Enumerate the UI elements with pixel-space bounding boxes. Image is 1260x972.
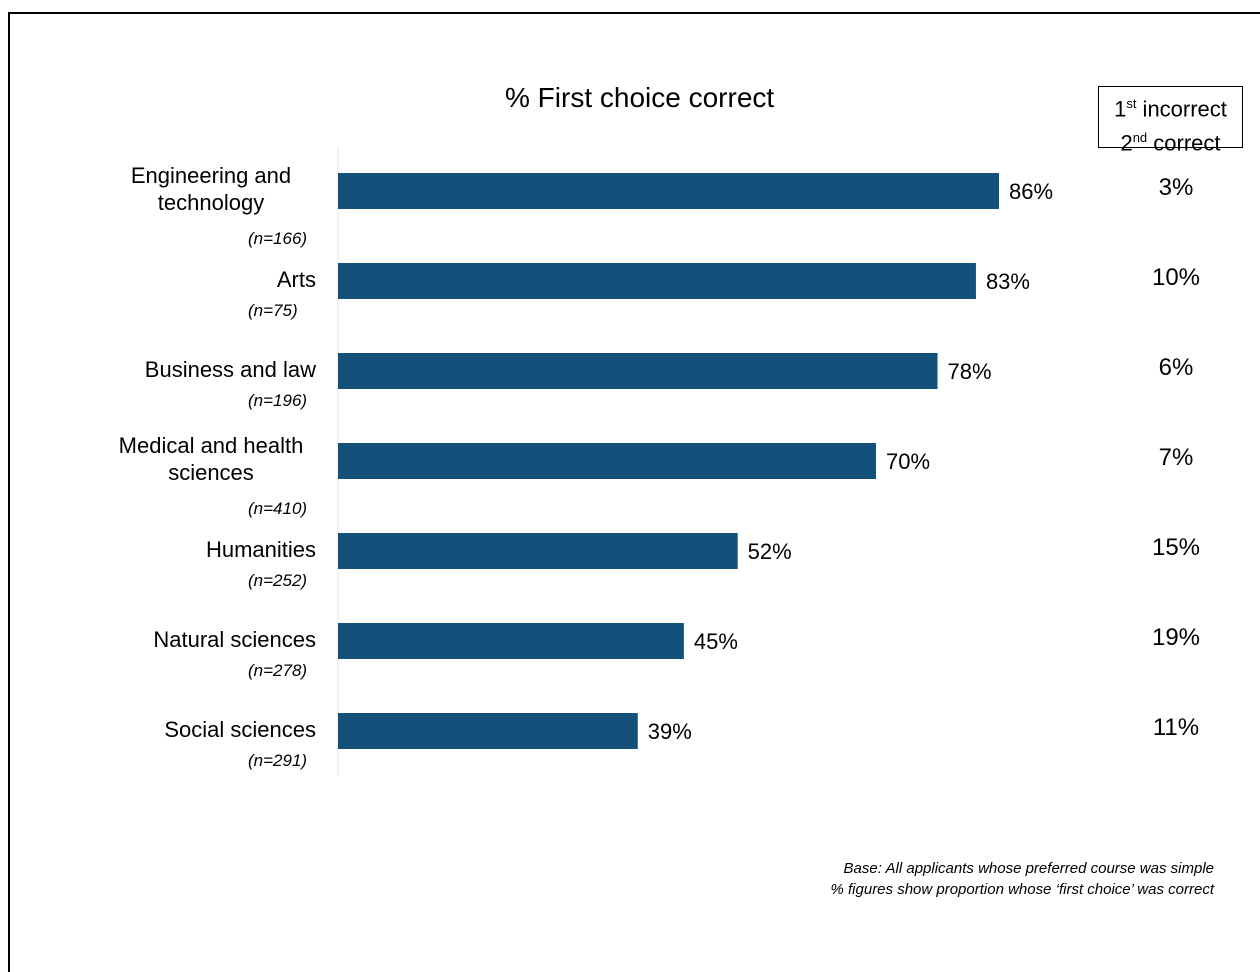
second-choice-value: 11% [1152,714,1200,741]
bar [338,713,638,749]
data-label: 83% [986,269,1030,294]
category-label: Social sciences [164,717,316,742]
data-label: 78% [948,359,992,384]
category-label: Engineering and technology [130,163,292,215]
sample-size-label: (n=410) [248,499,308,518]
data-label: 70% [886,449,930,474]
data-label: 39% [648,719,692,744]
sample-size-label: (n=291) [248,751,308,770]
category-label: Medical and health sciences [118,433,304,485]
bar [338,173,999,209]
category-label: Arts [276,267,316,292]
second-choice-value: 19% [1151,624,1201,651]
sample-size-label: (n=196) [248,391,308,410]
bar [338,623,684,659]
category-label: Humanities [205,537,316,562]
second-choice-header: 1st incorrect 2nd correct [1098,86,1243,156]
footnote-line-1: Base: All applicants whose preferred cou… [843,860,1214,877]
bar [338,263,976,299]
data-label: 52% [748,539,792,564]
second-choice-value: 15% [1151,534,1201,561]
sample-size-label: (n=75) [248,301,298,320]
bar [338,533,738,569]
second-choice-value: 10% [1151,264,1201,291]
bar [338,443,877,479]
data-label: 86% [1009,179,1053,204]
category-label: Business and law [144,357,316,382]
second-choice-value: 6% [1158,354,1194,381]
chart-title: % First choice correct [505,82,775,113]
footnote: Base: All applicants whose preferred cou… [831,858,1215,900]
data-label: 45% [694,629,738,654]
sample-size-label: (n=166) [248,229,308,248]
second-choice-value: 3% [1158,174,1194,201]
footnote-line-2: % figures show proportion whose ‘first c… [830,881,1215,898]
category-label: Natural sciences [153,627,316,652]
bar [338,353,938,389]
sample-size-label: (n=252) [248,571,308,590]
sample-size-label: (n=278) [248,661,308,680]
second-choice-value: 7% [1158,444,1194,471]
chart-frame [8,12,1260,972]
